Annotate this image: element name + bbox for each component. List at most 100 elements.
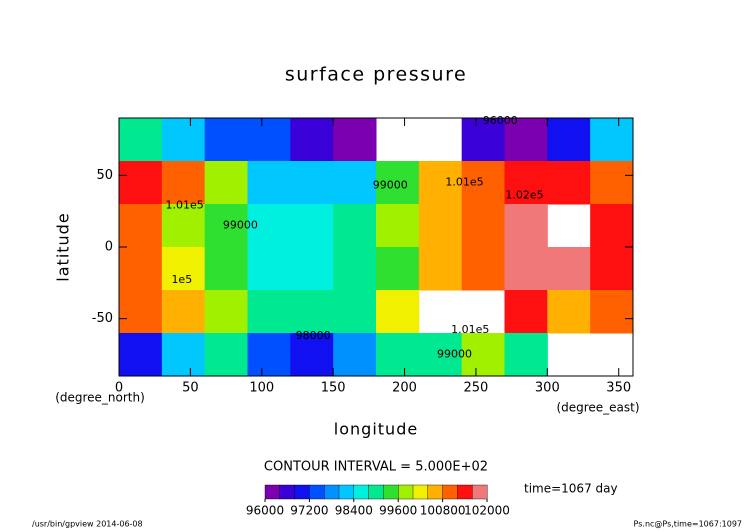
heat-cell: [418, 247, 463, 291]
heat-cell: [461, 247, 505, 291]
heat-cell: [247, 204, 291, 248]
heat-cell: [204, 118, 248, 162]
heat-cell: [376, 333, 420, 377]
x-axis-label: longitude: [334, 420, 418, 439]
colorbar-swatch: [309, 484, 325, 500]
heat-cell: [119, 290, 163, 334]
colorbar-tick-label: 97200: [290, 504, 328, 518]
heat-cell: [376, 247, 420, 291]
heat-cell: [590, 290, 634, 334]
colorbar-swatch: [338, 484, 355, 500]
heat-cell: [247, 247, 291, 291]
footer-left: /usr/bin/gpview 2014-06-08: [32, 520, 143, 529]
heat-cell: [290, 290, 334, 334]
heat-cell: [333, 333, 377, 377]
contour-interval: CONTOUR INTERVAL = 5.000E+02: [264, 460, 488, 475]
x-tick-label: 350: [606, 381, 631, 396]
colorbar-swatch: [457, 484, 473, 500]
heat-cell: [590, 118, 634, 162]
heat-cell: [376, 161, 420, 205]
colorbar-tick-label: 99600: [379, 504, 417, 518]
heat-cell: [204, 247, 248, 291]
contour-label: 1.01e5: [445, 176, 483, 189]
heat-cell: [290, 333, 334, 377]
heat-cell: [461, 161, 505, 205]
heat-cell: [161, 333, 206, 377]
heat-cell: [247, 333, 291, 377]
y-unit: (degree_north): [55, 391, 145, 405]
contour-label: 1.01e5: [451, 323, 489, 336]
colorbar-tick-label: 100800: [420, 504, 466, 518]
heat-cell: [161, 161, 206, 205]
heat-cell: [590, 247, 634, 291]
contour-label: 1.01e5: [166, 198, 204, 211]
heat-cell: [418, 333, 463, 377]
colorbar-swatch: [383, 484, 399, 500]
x-tick-label: 0: [115, 381, 123, 396]
heat-cell: [119, 161, 163, 205]
heat-cell: [376, 204, 420, 248]
y-tick-label: -50: [92, 311, 113, 326]
heat-cell: [290, 247, 334, 291]
heat-cell: [504, 118, 548, 162]
colorbar-swatch: [412, 484, 429, 500]
heat-cell: [590, 161, 634, 205]
heat-cell: [376, 290, 420, 334]
contour-label: 96000: [483, 114, 518, 127]
x-unit: (degree_east): [556, 401, 639, 415]
colorbar-swatch: [427, 484, 444, 500]
colorbar-swatch: [264, 484, 281, 500]
heat-cell: [504, 290, 548, 334]
heat-cell: [547, 290, 591, 334]
heat-cell: [161, 204, 206, 248]
colorbar-swatch: [324, 484, 340, 500]
colorbar-swatch: [472, 484, 488, 500]
heat-cell: [247, 118, 291, 162]
heat-cell: [504, 204, 548, 248]
x-tick-label: 150: [321, 381, 346, 396]
heat-cell: [204, 204, 248, 248]
heat-cell: [461, 204, 505, 248]
heat-cell: [547, 118, 591, 162]
colorbar-swatch: [368, 484, 384, 500]
x-tick-label: 300: [535, 381, 560, 396]
heat-cell: [204, 290, 248, 334]
heat-cell: [333, 290, 377, 334]
heat-cell: [547, 247, 591, 291]
heat-cell: [204, 161, 248, 205]
x-tick-label: 100: [249, 381, 274, 396]
heat-cell: [418, 161, 463, 205]
heat-cell: [161, 118, 206, 162]
heat-cell: [247, 161, 291, 205]
heat-cell: [333, 247, 377, 291]
heat-cell: [161, 247, 206, 291]
heat-cell: [547, 161, 591, 205]
heat-cell: [590, 204, 634, 248]
colorbar-swatch: [398, 484, 414, 500]
heat-cell: [290, 161, 334, 205]
heat-cell: [461, 333, 505, 377]
heat-cell: [119, 247, 163, 291]
chart-title: surface pressure: [285, 64, 467, 86]
contour-label: 1e5: [171, 273, 192, 286]
y-tick-label: 50: [96, 168, 113, 183]
contour-label: 99000: [373, 178, 408, 191]
y-tick-label: 0: [105, 240, 113, 255]
x-tick-label: 200: [392, 381, 417, 396]
colorbar-swatch: [279, 484, 296, 500]
heat-cell: [418, 204, 463, 248]
heat-cell: [333, 161, 377, 205]
contour-label: 99000: [223, 219, 258, 232]
heat-cell: [290, 204, 334, 248]
colorbar-tick-label: 98400: [335, 504, 373, 518]
colorbar-swatch: [353, 484, 370, 500]
x-tick-label: 250: [464, 381, 489, 396]
time-label: time=1067 day: [524, 482, 618, 496]
colorbar-swatch: [294, 484, 310, 500]
x-tick-label: 50: [182, 381, 199, 396]
heat-cell: [461, 118, 505, 162]
heat-cell: [504, 247, 548, 291]
heat-cell: [290, 118, 334, 162]
heat-cell: [504, 161, 548, 205]
